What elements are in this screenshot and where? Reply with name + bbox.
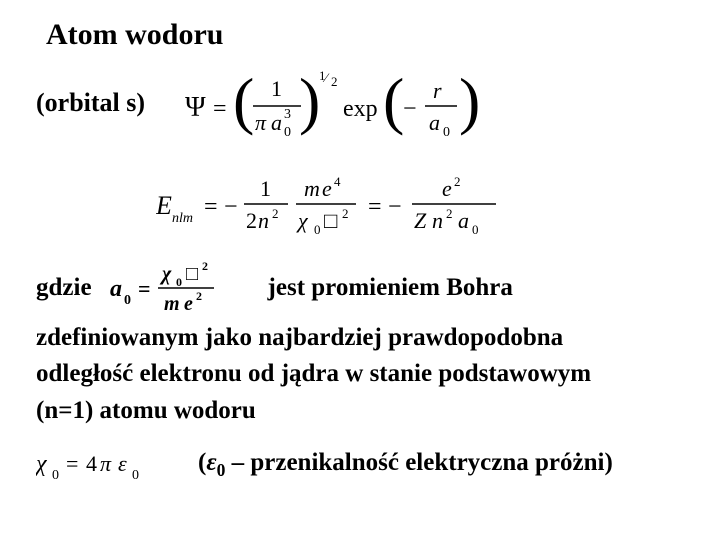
svg-text:3: 3 <box>284 107 291 122</box>
svg-text:r: r <box>433 78 442 103</box>
slide-title: Atom wodoru <box>46 18 684 52</box>
svg-text:□: □ <box>186 263 198 285</box>
text-gdzie: gdzie <box>36 270 92 306</box>
svg-text:m: m <box>164 293 180 315</box>
svg-text:0: 0 <box>314 222 321 237</box>
svg-text:−: − <box>403 96 417 122</box>
text-line4: (n=1) atomu wodoru <box>36 393 684 429</box>
svg-text:χ: χ <box>296 208 309 233</box>
svg-text:(: ( <box>383 65 404 136</box>
svg-text:): ) <box>299 65 320 136</box>
svg-text:=: = <box>204 194 218 220</box>
equation-energy: E nlm = − 1 2 n 2 m e 4 χ 0 □ 2 = <box>156 168 684 248</box>
svg-text:−: − <box>224 194 238 220</box>
svg-text:ε: ε <box>118 451 127 476</box>
svg-text:2: 2 <box>446 206 453 221</box>
svg-text:Ψ: Ψ <box>185 92 206 123</box>
svg-text:=: = <box>138 276 151 301</box>
equation-psi: Ψ = ( 1 π a 0 3 ) 1 ∕ 2 <box>185 64 505 154</box>
svg-text:1: 1 <box>271 76 282 101</box>
svg-text:a: a <box>271 110 282 135</box>
svg-text:0: 0 <box>124 293 131 308</box>
svg-text:Z: Z <box>414 208 427 233</box>
svg-text:a: a <box>110 276 122 302</box>
svg-text:e: e <box>322 176 332 201</box>
svg-text:0: 0 <box>176 275 182 289</box>
svg-text:0: 0 <box>132 468 139 483</box>
svg-text:m: m <box>304 176 320 201</box>
bottom-row: χ 0 = 4 π ε 0 (ε0 – przenikalność elektr… <box>36 447 684 483</box>
svg-text:2: 2 <box>246 208 257 233</box>
svg-text:n: n <box>258 208 269 233</box>
text-eps-note: (ε0 – przenikalność elektryczna próżni) <box>198 449 613 481</box>
svg-text:=: = <box>66 451 78 476</box>
svg-text:=: = <box>368 194 382 220</box>
svg-text:□: □ <box>324 208 337 233</box>
svg-text:nlm: nlm <box>172 211 193 226</box>
svg-text:a: a <box>429 110 440 135</box>
equation-a0: a 0 = χ 0 □ 2 m e 2 <box>110 258 250 318</box>
svg-text:2: 2 <box>454 174 461 189</box>
svg-text:0: 0 <box>472 222 479 237</box>
svg-text:4: 4 <box>334 174 341 189</box>
svg-text:): ) <box>459 65 480 136</box>
svg-text:−: − <box>388 194 402 220</box>
svg-text:0: 0 <box>284 125 291 140</box>
svg-text:1: 1 <box>260 176 271 201</box>
definition-paragraph: gdzie a 0 = χ 0 □ 2 m e 2 <box>36 258 684 429</box>
svg-text:2: 2 <box>342 206 349 221</box>
svg-text:exp: exp <box>343 96 378 122</box>
svg-text:2: 2 <box>202 259 208 273</box>
subtitle: (orbital s) <box>36 88 145 118</box>
svg-text:2: 2 <box>331 74 338 89</box>
svg-text:=: = <box>213 96 227 122</box>
equation-chi0: χ 0 = 4 π ε 0 <box>36 447 176 483</box>
text-line2: zdefiniowanym jako najbardziej prawdopod… <box>36 320 684 356</box>
svg-text:π: π <box>255 110 267 135</box>
svg-text:π: π <box>100 451 112 476</box>
svg-text:E: E <box>156 191 172 220</box>
text-jest: jest promieniem Bohra <box>268 270 513 306</box>
svg-text:χ: χ <box>159 263 172 285</box>
svg-text:4: 4 <box>86 451 97 476</box>
svg-text:e: e <box>184 293 193 315</box>
svg-text:n: n <box>432 208 443 233</box>
svg-text:2: 2 <box>196 289 202 303</box>
svg-text:0: 0 <box>443 125 450 140</box>
svg-text:2: 2 <box>272 206 279 221</box>
text-line3: odległość elektronu od jądra w stanie po… <box>36 356 684 392</box>
svg-text:e: e <box>442 176 452 201</box>
svg-text:χ: χ <box>36 451 48 477</box>
svg-text:(: ( <box>233 65 254 136</box>
svg-text:0: 0 <box>52 468 59 483</box>
svg-text:a: a <box>458 208 469 233</box>
